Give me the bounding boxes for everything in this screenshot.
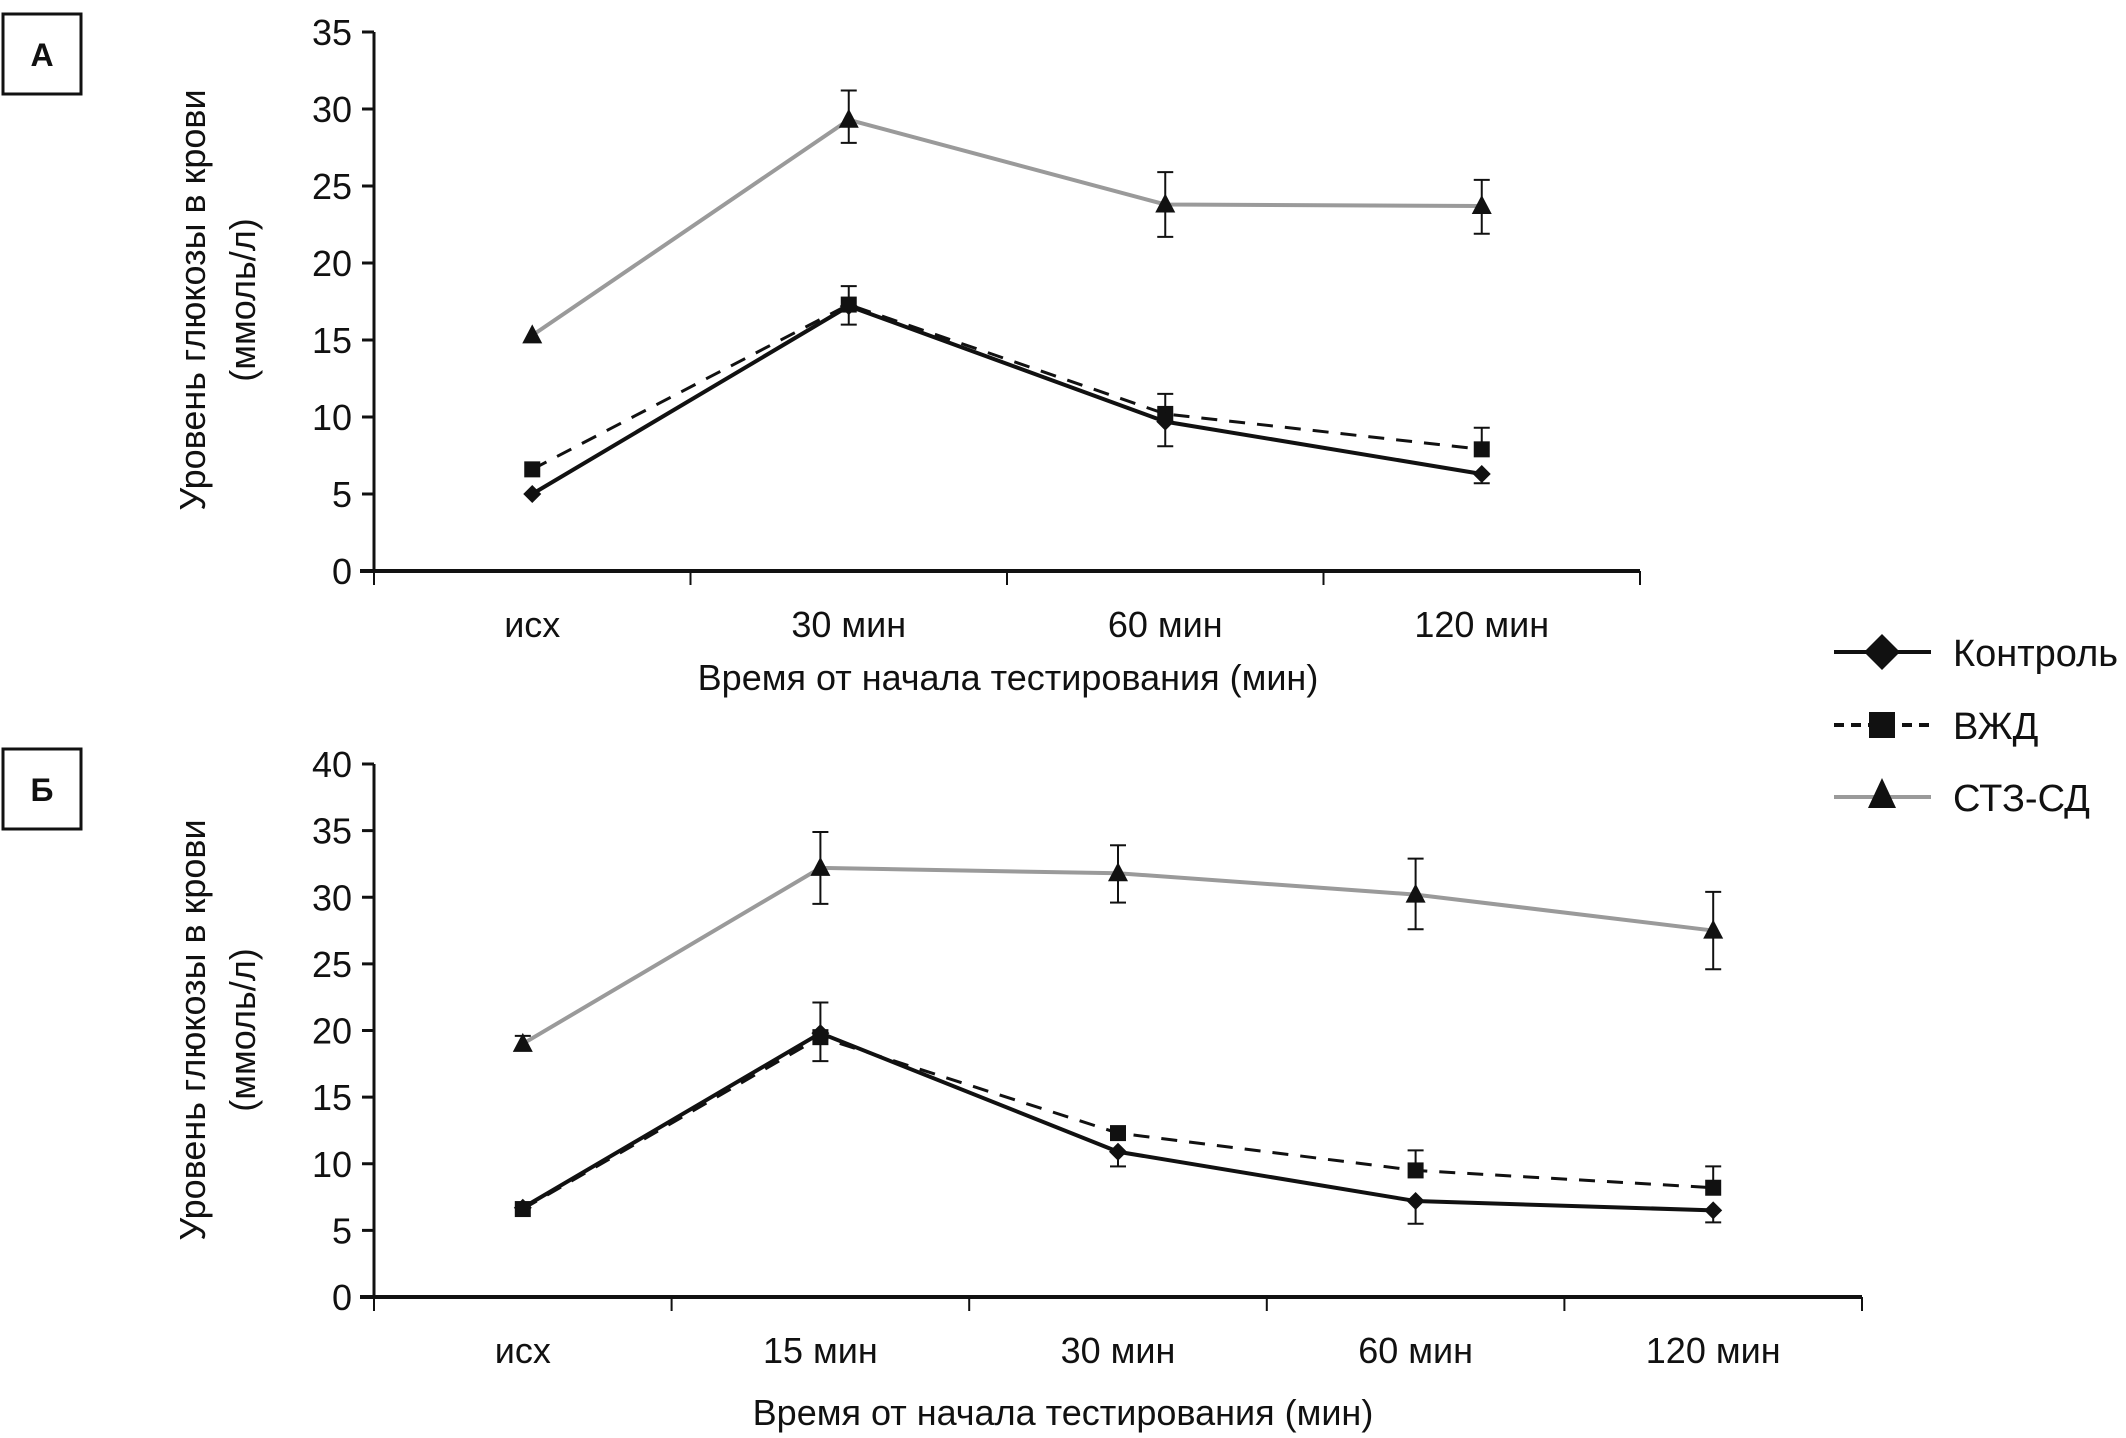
panel-b-ylabel-line1: Уровень глюкозы в крови bbox=[172, 819, 213, 1240]
data-point-diamond bbox=[523, 485, 542, 503]
panel-a-y-tick-label: 35 bbox=[312, 12, 352, 53]
panel-a-ylabel-line1: Уровень глюкозы в крови bbox=[172, 89, 213, 510]
data-point-diamond bbox=[1156, 412, 1175, 431]
panel-a-ylabel-line2: (ммоль/л) bbox=[222, 218, 263, 381]
panel-a-series-line bbox=[531, 117, 1482, 338]
data-point-triangle bbox=[838, 108, 859, 128]
panel-b-ylabel: Уровень глюкозы в крови (ммоль/л) bbox=[172, 819, 263, 1240]
legend-label-stz: СТЗ-СД bbox=[1953, 778, 2090, 820]
data-point-triangle bbox=[810, 856, 831, 876]
legend: Контроль ВЖД СТЗ-СД bbox=[1834, 633, 2118, 820]
data-point-triangle bbox=[1155, 193, 1176, 213]
data-point-diamond bbox=[1109, 1142, 1127, 1161]
panel-a-letter: А bbox=[30, 37, 53, 73]
panel-b-x-tick-label: 15 мин bbox=[763, 1330, 878, 1371]
panel-b-y-tick-label: 15 bbox=[312, 1077, 352, 1118]
legend-label-vzhd: ВЖД bbox=[1953, 706, 2039, 748]
data-point-square bbox=[524, 461, 541, 478]
panel-b-letter: Б bbox=[31, 772, 54, 808]
legend-label-control: Контроль bbox=[1953, 633, 2118, 675]
panel-b-xlabel: Время от начала тестирования (мин) bbox=[753, 1392, 1374, 1433]
panel-a-y-tick-label: 25 bbox=[312, 166, 352, 207]
data-point-triangle bbox=[522, 324, 543, 344]
data-point-triangle bbox=[1405, 883, 1426, 903]
panel-a-xlabel: Время от начала тестирования (мин) bbox=[698, 657, 1319, 698]
legend-item-vzhd: ВЖД bbox=[1834, 706, 2039, 748]
panel-b-x-tick-label: 120 мин bbox=[1646, 1330, 1781, 1371]
data-point-diamond bbox=[1472, 464, 1491, 483]
legend-item-control: Контроль bbox=[1834, 633, 2118, 675]
panel-b-plot: 0 5 10 15 20 25 30 35 40 исх 15 мин 30 мин 60 мин 120… bbox=[312, 744, 1863, 1371]
data-point-triangle bbox=[1471, 195, 1492, 215]
panel-a-x-tick-label: 60 мин bbox=[1108, 604, 1223, 645]
data-point-triangle bbox=[1703, 919, 1724, 939]
data-point-diamond bbox=[1406, 1192, 1425, 1211]
panel-a-y-tick-label: 10 bbox=[312, 397, 352, 438]
panel-a-y-tick-label: 0 bbox=[332, 551, 352, 592]
legend-diamond-icon bbox=[1864, 634, 1900, 670]
data-point-square bbox=[1110, 1125, 1126, 1142]
panel-b-y-tick-label: 0 bbox=[332, 1277, 352, 1318]
legend-triangle-icon bbox=[1868, 778, 1896, 808]
panel-b-y-tick-label: 10 bbox=[312, 1144, 352, 1185]
panel-b-x-tick-label: 60 мин bbox=[1358, 1330, 1473, 1371]
panel-a-series-line bbox=[531, 302, 1482, 471]
legend-item-stz: СТЗ-СД bbox=[1834, 778, 2090, 820]
panel-a-y-tick-label: 30 bbox=[312, 89, 352, 130]
data-point-diamond bbox=[1704, 1201, 1723, 1220]
panel-b-label: Б bbox=[1, 747, 83, 831]
panel-b-y-tick-label: 35 bbox=[312, 811, 352, 852]
legend-square-icon bbox=[1869, 712, 1895, 738]
panel-b-ylabel-line2: (ммоль/л) bbox=[222, 948, 263, 1111]
panel-b-y-tick-label: 30 bbox=[312, 877, 352, 918]
panel-a-y-tick-label: 15 bbox=[312, 320, 352, 361]
data-point-square bbox=[1473, 441, 1490, 458]
data-point-triangle bbox=[1108, 862, 1128, 882]
panel-b-y-tick-label: 5 bbox=[332, 1210, 352, 1251]
panel-a-label: А bbox=[1, 12, 83, 96]
data-point-square bbox=[1407, 1162, 1424, 1179]
panel-b-y-tick-label: 25 bbox=[312, 944, 352, 985]
data-point-square bbox=[1705, 1179, 1722, 1196]
panel-b-x-tick-label: 30 мин bbox=[1061, 1330, 1176, 1371]
panel-b-y-tick-label: 40 bbox=[312, 744, 352, 785]
panel-a-ylabel: Уровень глюкозы в крови (ммоль/л) bbox=[172, 89, 263, 510]
panel-b-y-tick-label: 20 bbox=[312, 1011, 352, 1052]
data-point-diamond bbox=[513, 1198, 532, 1217]
panel-a-y-tick-label: 5 bbox=[332, 474, 352, 515]
data-point-diamond bbox=[811, 1024, 830, 1043]
panel-a-x-tick-label: 30 мин bbox=[791, 604, 906, 645]
panel-a-y-tick-label: 20 bbox=[312, 243, 352, 284]
panel-a-x-tick-label: 120 мин bbox=[1414, 604, 1549, 645]
panel-b-series-line bbox=[522, 1035, 1714, 1211]
data-point-triangle bbox=[512, 1032, 533, 1052]
panel-a-plot: 0 5 10 15 20 25 30 35 исх 30 мин 60 мин 120 мин bbox=[312, 12, 1641, 645]
panel-a-x-tick-label: исх bbox=[504, 604, 560, 645]
panel-a-series-line bbox=[531, 303, 1483, 496]
data-point-diamond bbox=[839, 297, 858, 316]
panel-b-x-tick-label: исх bbox=[495, 1330, 551, 1371]
panel-b-series-line bbox=[521, 1030, 1714, 1213]
